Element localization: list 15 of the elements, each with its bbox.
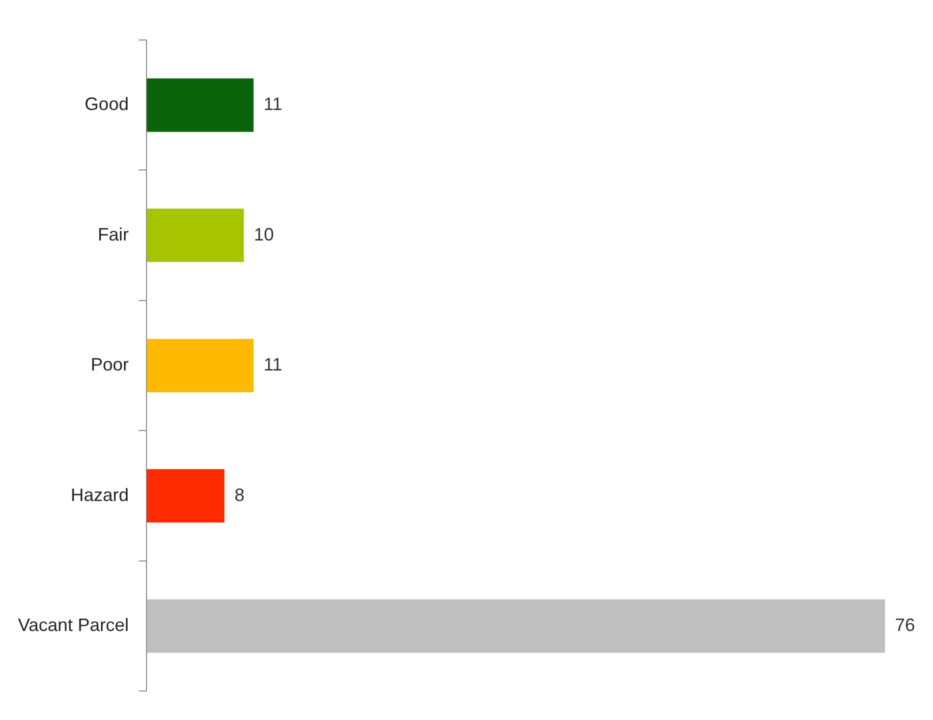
data-label: 11 xyxy=(264,354,282,375)
data-label: 11 xyxy=(264,94,282,114)
y-tick-label: Vacant Parcel xyxy=(18,615,129,636)
bar xyxy=(146,78,254,132)
y-tick-label: Poor xyxy=(90,354,129,375)
bar xyxy=(146,469,224,523)
y-tick-label: Hazard xyxy=(70,484,129,505)
bar xyxy=(146,338,254,392)
y-tick-label: Good xyxy=(84,94,129,114)
data-label: 10 xyxy=(254,224,274,244)
data-label: 8 xyxy=(234,484,244,505)
bar xyxy=(146,208,244,262)
data-label: 76 xyxy=(895,615,916,636)
y-tick-label: Fair xyxy=(98,224,129,244)
bar xyxy=(146,599,885,653)
